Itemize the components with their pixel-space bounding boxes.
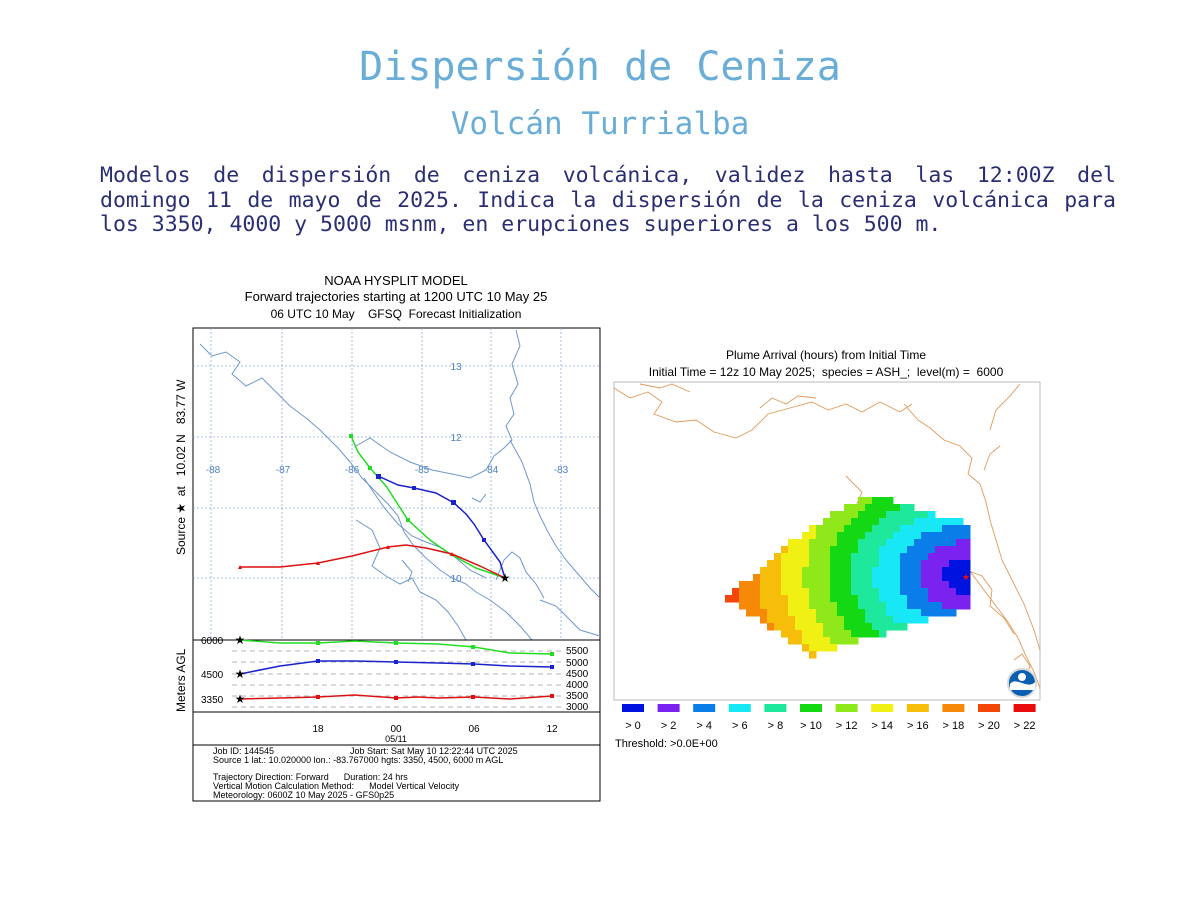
source-star-icon: ★ — [500, 571, 511, 585]
legend-label: > 8 — [768, 720, 784, 732]
legend-label: > 20 — [978, 720, 1000, 732]
page-title: Dispersión de Ceniza — [359, 44, 841, 90]
legend-label: > 12 — [836, 720, 858, 732]
legend-swatch — [728, 704, 751, 712]
profile-left-tick: 3350 — [201, 695, 224, 706]
description-paragraph: Modelos de dispersión de ceniza volcánic… — [100, 163, 1116, 237]
lon-label: -85 — [415, 465, 430, 476]
legend-swatch — [764, 704, 787, 712]
profile-right-tick: 5000 — [566, 658, 589, 669]
trajectory-direction: Trajectory Direction: Forward Duration: … — [213, 772, 408, 782]
profile-left-tick: 6000 — [201, 636, 224, 647]
lat-label: 13 — [450, 362, 462, 373]
time-tick: 18 — [312, 724, 324, 735]
profile-right-tick: 4500 — [566, 669, 589, 680]
legend-swatch — [693, 704, 716, 712]
ash-plume: ★ — [725, 497, 971, 659]
legend-label: > 16 — [907, 720, 929, 732]
profile-right-tick: 3500 — [566, 691, 589, 702]
legend-label: > 10 — [800, 720, 822, 732]
map-grid — [193, 328, 600, 640]
trajectory-lines: ★ — [238, 434, 510, 585]
trajectory-4500m — [377, 475, 506, 579]
coastlines — [613, 383, 1041, 689]
threshold-label: Threshold: >0.0E+00 — [615, 738, 718, 750]
legend-swatch — [622, 704, 644, 712]
hysplit-title-line2: Forward trajectories starting at 1200 UT… — [245, 289, 548, 304]
profile-right-tick: 4000 — [566, 680, 589, 691]
legend-swatch — [1013, 704, 1036, 712]
legend-swatch — [978, 704, 1000, 712]
time-axis: 18 00 06 12 05/11 — [192, 712, 601, 745]
legend-swatch — [800, 704, 822, 712]
profile-3350m — [239, 694, 553, 700]
plume-arrival-figure: Plume Arrival (hours) from Initial Time … — [613, 348, 1041, 750]
star-icon: ★ — [235, 633, 246, 647]
coastlines — [199, 329, 601, 641]
vertical-profile-panel: Meters AGL 6000 4500 3350 5500 5000 4500… — [174, 633, 601, 713]
profile-left-tick: 4500 — [201, 670, 224, 681]
time-tick: 00 — [390, 724, 402, 735]
legend-label: > 22 — [1014, 720, 1036, 732]
legend-swatch — [906, 704, 929, 712]
plume-title-line2: Initial Time = 12z 10 May 2025; species … — [649, 365, 1004, 379]
source-info: Source 1 lat.: 10.020000 lon.: -83.76700… — [213, 755, 503, 765]
lat-label: 12 — [450, 433, 462, 444]
job-start: Job Start: Sat May 10 12:22:44 UTC 2025 — [350, 746, 518, 756]
lon-label: -86 — [345, 465, 360, 476]
lon-label: -87 — [276, 465, 291, 476]
profile-right-tick: 3000 — [566, 702, 589, 713]
hysplit-trajectory-figure: NOAA HYSPLIT MODEL Forward trajectories … — [174, 273, 601, 802]
hysplit-title-line3: 06 UTC 10 May GFSQ Forecast Initializati… — [271, 307, 522, 321]
job-info-box: Job ID: 144545 Job Start: Sat May 10 12:… — [192, 744, 601, 802]
lon-label: -88 — [206, 465, 221, 476]
plume-title-line1: Plume Arrival (hours) from Initial Time — [726, 348, 926, 362]
vertical-motion: Vertical Motion Calculation Method: Mode… — [213, 781, 460, 791]
lon-label: -83 — [554, 465, 569, 476]
star-icon: ★ — [235, 667, 246, 681]
noaa-logo — [1007, 668, 1037, 698]
legend-label: > 0 — [625, 720, 641, 732]
legend-swatch — [942, 704, 965, 712]
meteorology: Meteorology: 0600Z 10 May 2025 - GFS0p25 — [213, 790, 394, 800]
source-label: Source ★ at 10.02 N 83.77 W — [174, 379, 188, 555]
legend-swatch — [835, 704, 858, 712]
trajectory-3350m — [240, 544, 506, 579]
legend-label: > 2 — [661, 720, 677, 732]
time-tick: 12 — [546, 724, 558, 735]
legend-label: > 18 — [943, 720, 965, 732]
legend-label: > 6 — [732, 720, 748, 732]
legend-label: > 4 — [696, 720, 712, 732]
job-id: Job ID: 144545 — [213, 746, 274, 756]
time-date-label: 05/11 — [385, 734, 407, 744]
trajectory-map: -88 -87 -86 -85 -84 -83 13 12 10 — [192, 327, 601, 641]
page-subtitle: Volcán Turrialba — [450, 106, 750, 142]
legend-swatch — [871, 704, 894, 712]
lon-label: -84 — [484, 465, 499, 476]
hysplit-title-line1: NOAA HYSPLIT MODEL — [324, 273, 468, 288]
star-icon: ★ — [235, 692, 246, 706]
plume-legend: > 0 > 2 > 4 > 6 > 8 > 10 > 12 > 14 > 16 > 18 > 20 >… — [622, 704, 1036, 732]
plume-map: ★ — [613, 381, 1041, 701]
profile-y-axis-label: Meters AGL — [174, 648, 188, 712]
profile-right-tick: 5500 — [566, 646, 589, 657]
source-star-icon: ★ — [962, 572, 970, 582]
legend-swatch — [657, 704, 680, 712]
legend-label: > 14 — [871, 720, 893, 732]
time-tick: 06 — [468, 724, 480, 735]
